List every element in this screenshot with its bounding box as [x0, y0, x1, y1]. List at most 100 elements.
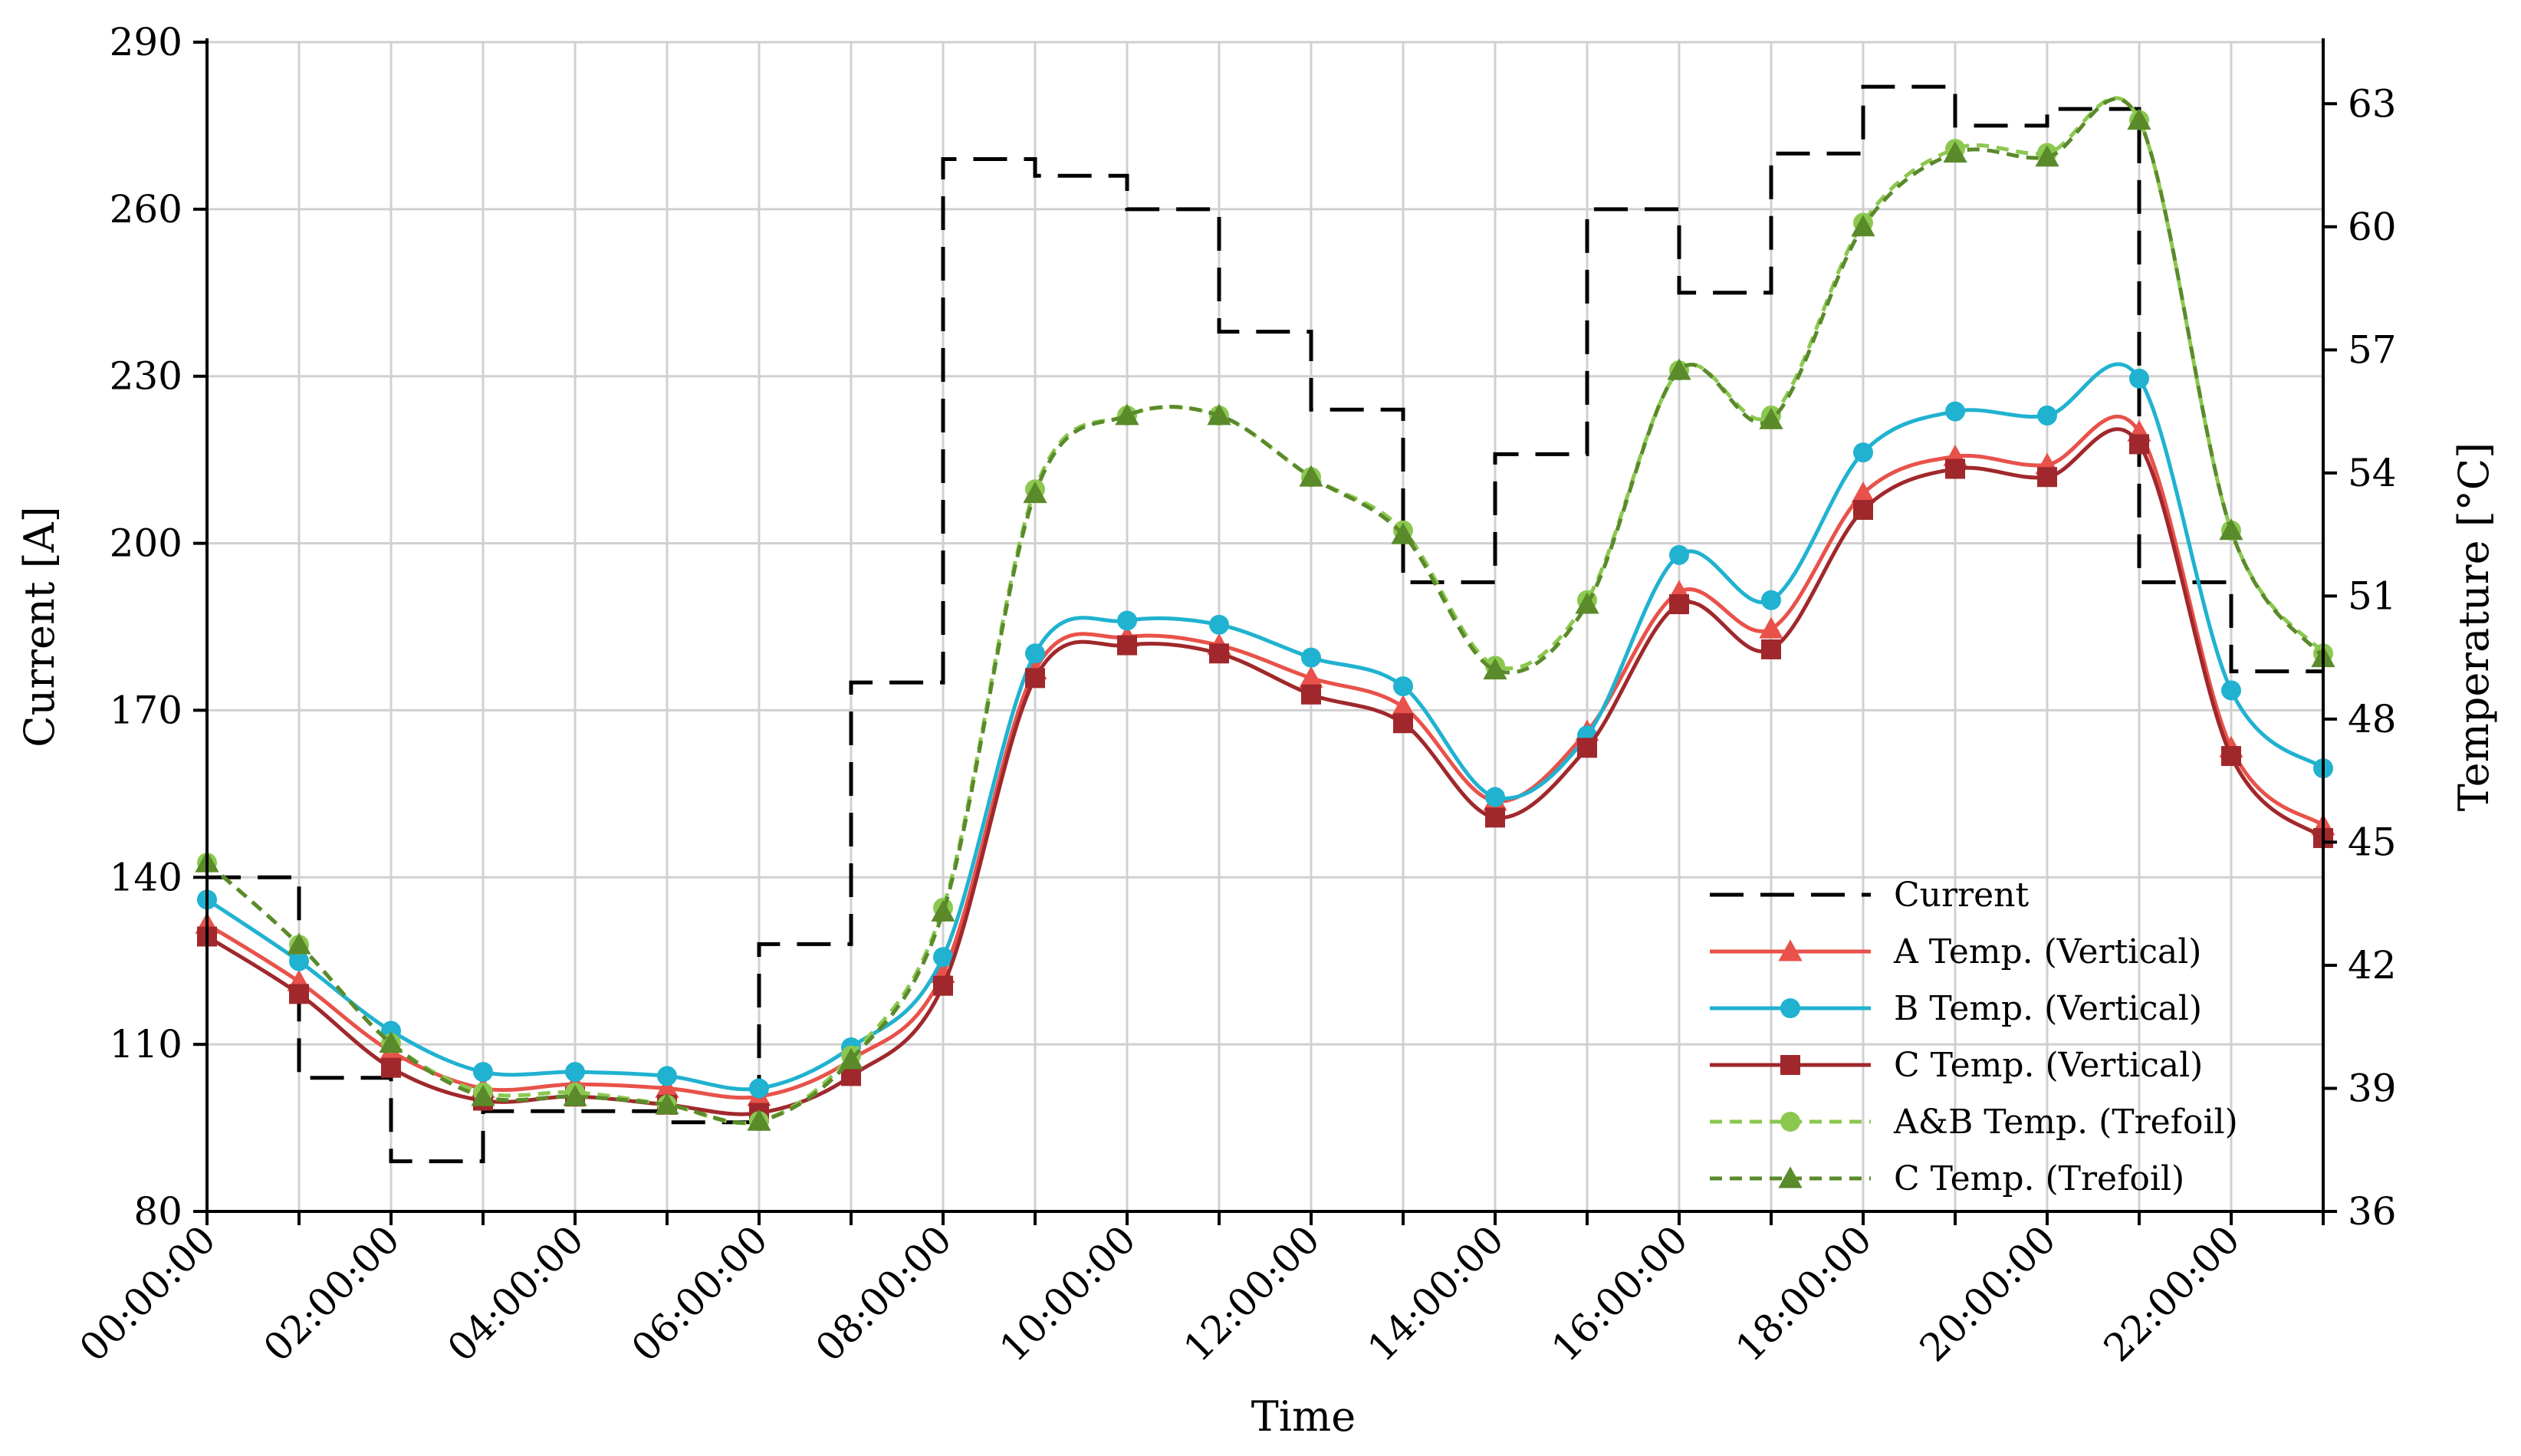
legend-label: C Temp. (Vertical) — [1894, 1046, 2203, 1085]
y-tick-label: 290 — [110, 20, 182, 64]
series-point — [1851, 215, 1875, 237]
series-point — [1393, 713, 1413, 734]
series-point — [1391, 695, 1415, 717]
series-point — [1391, 522, 1415, 544]
x-tick-label: 00:00:00 — [71, 1217, 225, 1370]
legend-label: B Temp. (Vertical) — [1894, 989, 2202, 1028]
series-point — [1853, 500, 1873, 520]
series-point — [1577, 738, 1597, 758]
series-point — [473, 1062, 493, 1083]
legend: Current A Temp. (Vertical) B Temp. (Vertic… — [1710, 876, 2238, 1198]
grid — [207, 41, 2325, 1211]
x-tick-label: 08:00:00 — [807, 1217, 961, 1370]
y-tick-label: 200 — [110, 521, 182, 566]
series-point — [1393, 676, 1413, 697]
y-tick-label: 260 — [110, 187, 182, 232]
y2-tick-label: 45 — [2348, 820, 2397, 864]
series-point — [1853, 442, 1873, 463]
y-tick-label: 140 — [110, 855, 182, 899]
series-point — [471, 1084, 495, 1106]
series-point — [1117, 635, 1137, 656]
y2-tick-label: 51 — [2348, 574, 2397, 618]
axes — [193, 38, 2337, 1225]
series-point — [1485, 787, 1505, 807]
series-point — [2221, 746, 2241, 767]
legend-entry: C Temp. (Trefoil) — [1710, 1159, 2184, 1198]
y2-tick-label: 54 — [2348, 451, 2397, 495]
y2-tick-label: 36 — [2348, 1189, 2397, 1234]
x-tick-label: 14:00:00 — [1359, 1217, 1513, 1370]
legend-marker — [1778, 1166, 1803, 1188]
legend-entry: B Temp. (Vertical) — [1710, 989, 2202, 1028]
x-tick-label: 16:00:00 — [1543, 1217, 1697, 1370]
legend-entry: A Temp. (Vertical) — [1710, 932, 2201, 971]
series-point — [1299, 465, 1323, 487]
series-point — [565, 1062, 585, 1083]
legend-entry: Current — [1710, 876, 2029, 915]
y2-tick-label: 48 — [2348, 697, 2397, 741]
x-tick-label: 20:00:00 — [1911, 1217, 2065, 1370]
series-point — [287, 932, 311, 955]
x-tick-label: 22:00:00 — [2095, 1217, 2249, 1370]
series-point — [1025, 668, 1045, 689]
series-point — [933, 947, 953, 968]
series-3 — [197, 96, 2333, 1132]
y-tick-label: 80 — [133, 1189, 182, 1234]
legend-label: Current — [1894, 876, 2029, 915]
series-point — [2037, 467, 2057, 488]
x-tick-label: 18:00:00 — [1727, 1217, 1881, 1370]
series-point — [1759, 616, 1783, 639]
legend-label: C Temp. (Trefoil) — [1894, 1159, 2184, 1198]
series-point — [1299, 666, 1323, 688]
series-point — [1851, 481, 1875, 504]
legend-label: A&B Temp. (Trefoil) — [1893, 1103, 2238, 1142]
series-point — [1207, 403, 1231, 426]
series-point — [1485, 807, 1505, 828]
y-tick-label: 170 — [110, 688, 182, 732]
series-point — [1301, 684, 1321, 705]
series-point — [563, 1084, 587, 1106]
series-point — [1667, 358, 1691, 380]
legend-marker — [1780, 1112, 1800, 1132]
series-point — [1945, 401, 1965, 422]
current-step-line — [207, 84, 2323, 1164]
series-point — [2035, 145, 2059, 167]
series-point — [1943, 140, 1967, 163]
y2-tick-label: 60 — [2348, 205, 2397, 249]
series-point — [749, 1078, 769, 1099]
series-line — [205, 97, 2325, 1125]
series-point — [1669, 594, 1689, 615]
series-point — [2221, 680, 2241, 701]
x-tick-label: 02:00:00 — [255, 1217, 409, 1370]
y-tick-label: 230 — [110, 354, 182, 399]
legend-entry: A&B Temp. (Trefoil) — [1710, 1103, 2238, 1142]
x-tick-label: 10:00:00 — [991, 1217, 1145, 1370]
series-point — [1117, 610, 1137, 631]
series-point — [379, 1031, 403, 1053]
series-point — [747, 1109, 771, 1131]
series-point — [839, 1047, 863, 1070]
series-point — [381, 1057, 401, 1078]
series-point — [1761, 639, 1781, 659]
y2-tick-label: 39 — [2348, 1066, 2397, 1110]
y-axis-title: Current [A] — [15, 506, 64, 747]
legend-label: A Temp. (Vertical) — [1893, 932, 2201, 971]
temperature-series — [195, 96, 2335, 1132]
x-tick-label: 06:00:00 — [623, 1217, 777, 1370]
y2-tick-label: 42 — [2348, 943, 2397, 988]
series-4 — [195, 97, 2335, 1131]
series-point — [933, 975, 953, 996]
y2-tick-label: 63 — [2348, 81, 2397, 126]
legend-entry: C Temp. (Vertical) — [1710, 1046, 2203, 1085]
series-point — [2129, 368, 2149, 389]
x-tick-label: 12:00:00 — [1175, 1217, 1329, 1370]
series-point — [2037, 405, 2057, 426]
series-point — [2127, 108, 2151, 130]
legend-marker — [1778, 939, 1803, 961]
series-point — [1025, 643, 1045, 664]
series-point — [1759, 407, 1783, 429]
series-point — [1945, 458, 1965, 479]
series-point — [289, 951, 309, 971]
series-point — [655, 1076, 679, 1098]
